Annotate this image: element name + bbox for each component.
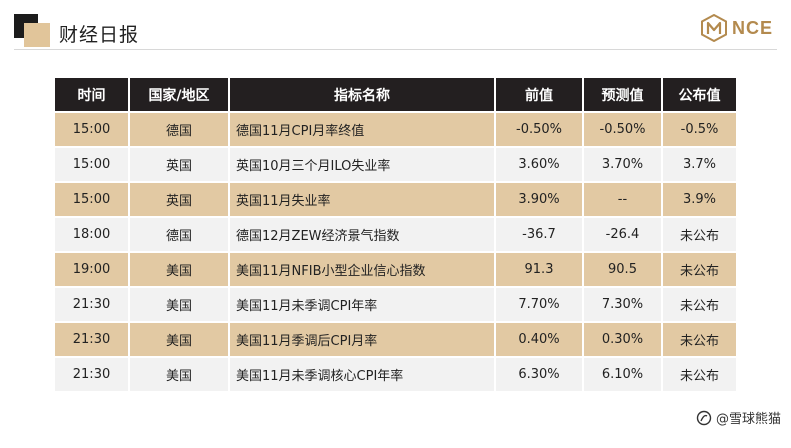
cell-country: 德国 (130, 111, 230, 146)
table-row: 19:00 美国 美国11月NFIB小型企业信心指数 91.3 90.5 未公布 (55, 251, 736, 286)
cell-previous: 3.90% (496, 181, 584, 216)
table-row: 15:00 英国 英国10月三个月ILO失业率 3.60% 3.70% 3.7% (55, 146, 736, 181)
cell-time: 15:00 (55, 181, 130, 216)
table-row: 15:00 德国 德国11月CPI月率终值 -0.50% -0.50% -0.5… (55, 111, 736, 146)
cell-actual: 3.9% (663, 181, 736, 216)
cell-previous: 6.30% (496, 356, 584, 391)
cell-country: 美国 (130, 286, 230, 321)
cell-indicator: 美国11月NFIB小型企业信心指数 (230, 251, 496, 286)
table-row: 15:00 英国 英国11月失业率 3.90% -- 3.9% (55, 181, 736, 216)
column-header-indicator: 指标名称 (230, 78, 496, 111)
column-header-country: 国家/地区 (130, 78, 230, 111)
cell-time: 18:00 (55, 216, 130, 251)
cell-forecast: -26.4 (584, 216, 663, 251)
column-header-actual: 公布值 (663, 78, 736, 111)
cell-time: 21:30 (55, 321, 130, 356)
cell-actual: 未公布 (663, 286, 736, 321)
cell-country: 英国 (130, 146, 230, 181)
economic-calendar-table: 时间 国家/地区 指标名称 前值 预测值 公布值 15:00 德国 德国11月C… (55, 78, 736, 391)
cell-indicator: 美国11月季调后CPI月率 (230, 321, 496, 356)
cell-indicator: 英国11月失业率 (230, 181, 496, 216)
logo: NCE (700, 12, 773, 44)
cell-actual: 3.7% (663, 146, 736, 181)
watermark: @雪球熊猫 (696, 408, 781, 427)
cell-actual: 未公布 (663, 251, 736, 286)
nce-logo-icon (700, 14, 727, 42)
cell-country: 美国 (130, 321, 230, 356)
cell-time: 21:30 (55, 356, 130, 391)
cell-country: 英国 (130, 181, 230, 216)
cell-indicator: 德国12月ZEW经济景气指数 (230, 216, 496, 251)
cell-indicator: 德国11月CPI月率终值 (230, 111, 496, 146)
cell-actual: 未公布 (663, 321, 736, 356)
cell-previous: -36.7 (496, 216, 584, 251)
cell-time: 21:30 (55, 286, 130, 321)
table-row: 21:30 美国 美国11月未季调CPI年率 7.70% 7.30% 未公布 (55, 286, 736, 321)
table-row: 21:30 美国 美国11月未季调核心CPI年率 6.30% 6.10% 未公布 (55, 356, 736, 391)
cell-forecast: -0.50% (584, 111, 663, 146)
watermark-text: @雪球熊猫 (715, 412, 781, 427)
cell-previous: 0.40% (496, 321, 584, 356)
cell-forecast: 0.30% (584, 321, 663, 356)
cell-forecast: 3.70% (584, 146, 663, 181)
cell-time: 15:00 (55, 111, 130, 146)
cell-time: 15:00 (55, 146, 130, 181)
table-header-row: 时间 国家/地区 指标名称 前值 预测值 公布值 (55, 78, 736, 111)
cell-actual: -0.5% (663, 111, 736, 146)
column-header-previous: 前值 (496, 78, 584, 111)
cell-previous: 3.60% (496, 146, 584, 181)
cell-time: 19:00 (55, 251, 130, 286)
cell-previous: 91.3 (496, 251, 584, 286)
cell-forecast: -- (584, 181, 663, 216)
cell-actual: 未公布 (663, 216, 736, 251)
cell-forecast: 7.30% (584, 286, 663, 321)
cell-actual: 未公布 (663, 356, 736, 391)
column-header-time: 时间 (55, 78, 130, 111)
table-row: 21:30 美国 美国11月季调后CPI月率 0.40% 0.30% 未公布 (55, 321, 736, 356)
cell-indicator: 美国11月未季调核心CPI年率 (230, 356, 496, 391)
table-row: 18:00 德国 德国12月ZEW经济景气指数 -36.7 -26.4 未公布 (55, 216, 736, 251)
snowball-icon (696, 410, 712, 425)
cell-forecast: 6.10% (584, 356, 663, 391)
cell-country: 美国 (130, 251, 230, 286)
cell-previous: 7.70% (496, 286, 584, 321)
cell-country: 美国 (130, 356, 230, 391)
cell-indicator: 美国11月未季调CPI年率 (230, 286, 496, 321)
header-divider (14, 49, 777, 50)
cell-forecast: 90.5 (584, 251, 663, 286)
cell-previous: -0.50% (496, 111, 584, 146)
header-mark-gold (24, 23, 50, 47)
column-header-forecast: 预测值 (584, 78, 663, 111)
page-title: 财经日报 (59, 24, 140, 46)
cell-indicator: 英国10月三个月ILO失业率 (230, 146, 496, 181)
cell-country: 德国 (130, 216, 230, 251)
logo-text: NCE (731, 17, 773, 38)
